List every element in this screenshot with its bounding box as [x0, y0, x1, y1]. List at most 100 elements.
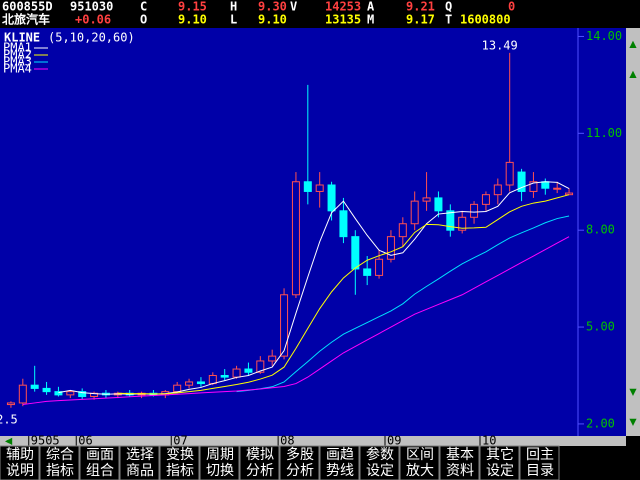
menu-button-label[interactable]: 设定 — [366, 463, 394, 479]
candle-body — [18, 384, 27, 404]
header-field: 13135 — [325, 13, 361, 27]
candle-body — [268, 355, 277, 362]
menu-button-label[interactable]: 切换 — [206, 462, 234, 479]
header-field: O — [140, 13, 147, 27]
candle-body — [42, 387, 51, 393]
candle-body — [196, 381, 205, 385]
menu-button[interactable] — [199, 445, 240, 480]
menu-button-label[interactable]: 放大 — [406, 463, 434, 479]
header-field: T — [445, 13, 452, 27]
scroll-up2[interactable]: ▲ — [629, 67, 637, 81]
high-annotation: 13.49 — [482, 38, 518, 52]
menu-button[interactable] — [359, 445, 400, 480]
menu-button-label[interactable]: 指标 — [166, 463, 194, 479]
header-field: 9.10 — [178, 13, 207, 27]
menu-button[interactable] — [519, 445, 560, 480]
menu-button-label[interactable]: 其它 — [486, 446, 514, 463]
menu-button-label[interactable]: 设定 — [486, 463, 514, 479]
menu-button-label[interactable]: 选择 — [126, 447, 154, 463]
candle-body — [386, 236, 395, 260]
candle-body — [529, 181, 538, 192]
x-tick-label: 9505 — [31, 434, 60, 448]
candle-body — [303, 181, 312, 192]
menu-button-label[interactable]: 目录 — [526, 463, 554, 479]
menu-button-label[interactable]: 模拟 — [246, 447, 274, 463]
menu-button-label[interactable]: 变换 — [166, 446, 194, 463]
candle-body — [363, 268, 372, 276]
v-scrollbar — [626, 28, 640, 436]
menu-button-label[interactable]: 画面 — [86, 447, 114, 463]
menu-button-label[interactable]: 势线 — [326, 463, 354, 479]
candle-body — [280, 294, 289, 357]
menu-button-label[interactable]: 综合 — [46, 447, 74, 463]
candle-body — [505, 161, 514, 186]
header-field: 9.21 — [406, 0, 435, 14]
menu-button-label[interactable]: 画趋 — [326, 447, 354, 463]
candle-body — [327, 184, 336, 212]
ma-line — [236, 215, 570, 393]
menu-button-label[interactable]: 区间 — [406, 447, 434, 463]
scroll-left[interactable]: ◀ — [5, 434, 13, 448]
header-field: 1600800 — [460, 13, 511, 27]
menu-button[interactable] — [159, 445, 200, 480]
candle-body — [185, 381, 194, 386]
candle-body — [517, 171, 526, 192]
header-field: A — [367, 0, 375, 14]
candle-body — [315, 184, 324, 192]
y-tick-label: 2.00 — [586, 416, 615, 430]
menu-button-label[interactable]: 组合 — [86, 463, 114, 479]
scroll-up[interactable]: ▲ — [629, 37, 637, 51]
scroll-down[interactable]: ▼ — [629, 385, 637, 399]
header-field: 951030 — [70, 0, 113, 14]
menu-button[interactable] — [479, 445, 520, 480]
header-field: 北旅汽车 — [2, 12, 50, 27]
header-field: M — [367, 13, 374, 27]
menu-button-label[interactable]: 分析 — [246, 463, 274, 479]
candle-body — [208, 374, 217, 385]
candle-body — [78, 391, 87, 397]
header-field: H — [230, 0, 237, 14]
x-tick-label: 09 — [387, 434, 401, 448]
menu-button-label[interactable]: 商品 — [126, 463, 154, 479]
low-annotation: 2.5 — [0, 412, 18, 426]
menu-button-label[interactable]: 回主 — [526, 447, 554, 463]
legend-label: PMA3 — [3, 55, 32, 69]
menu-button[interactable] — [79, 445, 120, 480]
menu-button[interactable] — [439, 445, 480, 480]
candle-body — [30, 384, 39, 389]
header-field: 9.15 — [178, 0, 207, 14]
candle-body — [256, 360, 265, 373]
menu-button-label[interactable]: 周期 — [206, 447, 234, 463]
menu-button[interactable] — [399, 445, 440, 480]
menu-button[interactable] — [279, 445, 320, 480]
menu-button-label[interactable]: 说明 — [6, 463, 34, 479]
menu-button-label[interactable]: 资料 — [446, 463, 474, 479]
candle-body — [493, 184, 502, 196]
menu-button[interactable] — [239, 445, 280, 480]
menu-button-label[interactable]: 辅助 — [6, 447, 34, 463]
x-tick-label: 10 — [482, 434, 496, 448]
header-field: 9.17 — [406, 13, 435, 27]
menu-button[interactable] — [119, 445, 160, 480]
header-field: 14253 — [325, 0, 361, 14]
menu-button-label[interactable]: 指标 — [46, 463, 74, 479]
menu-button-label[interactable]: 参数 — [366, 446, 394, 463]
menu-button[interactable] — [0, 445, 40, 480]
header-field: 600855D — [2, 0, 53, 14]
menu-button[interactable] — [319, 445, 360, 480]
candle-body — [173, 384, 182, 393]
menu-button[interactable] — [39, 445, 80, 480]
candle-body — [339, 210, 348, 238]
menu-button-label[interactable]: 多股 — [286, 446, 314, 463]
candle-body — [54, 391, 63, 396]
menu-button-label[interactable]: 基本 — [446, 446, 474, 463]
candle-body — [291, 181, 300, 296]
candle-body — [541, 181, 550, 189]
candle-body — [565, 192, 574, 196]
y-tick-label: 8.00 — [586, 223, 615, 237]
scroll-down2[interactable]: ▼ — [629, 415, 637, 429]
candle-body — [220, 374, 229, 378]
menu-button-label[interactable]: 分析 — [286, 463, 314, 479]
candle-body — [6, 402, 15, 406]
